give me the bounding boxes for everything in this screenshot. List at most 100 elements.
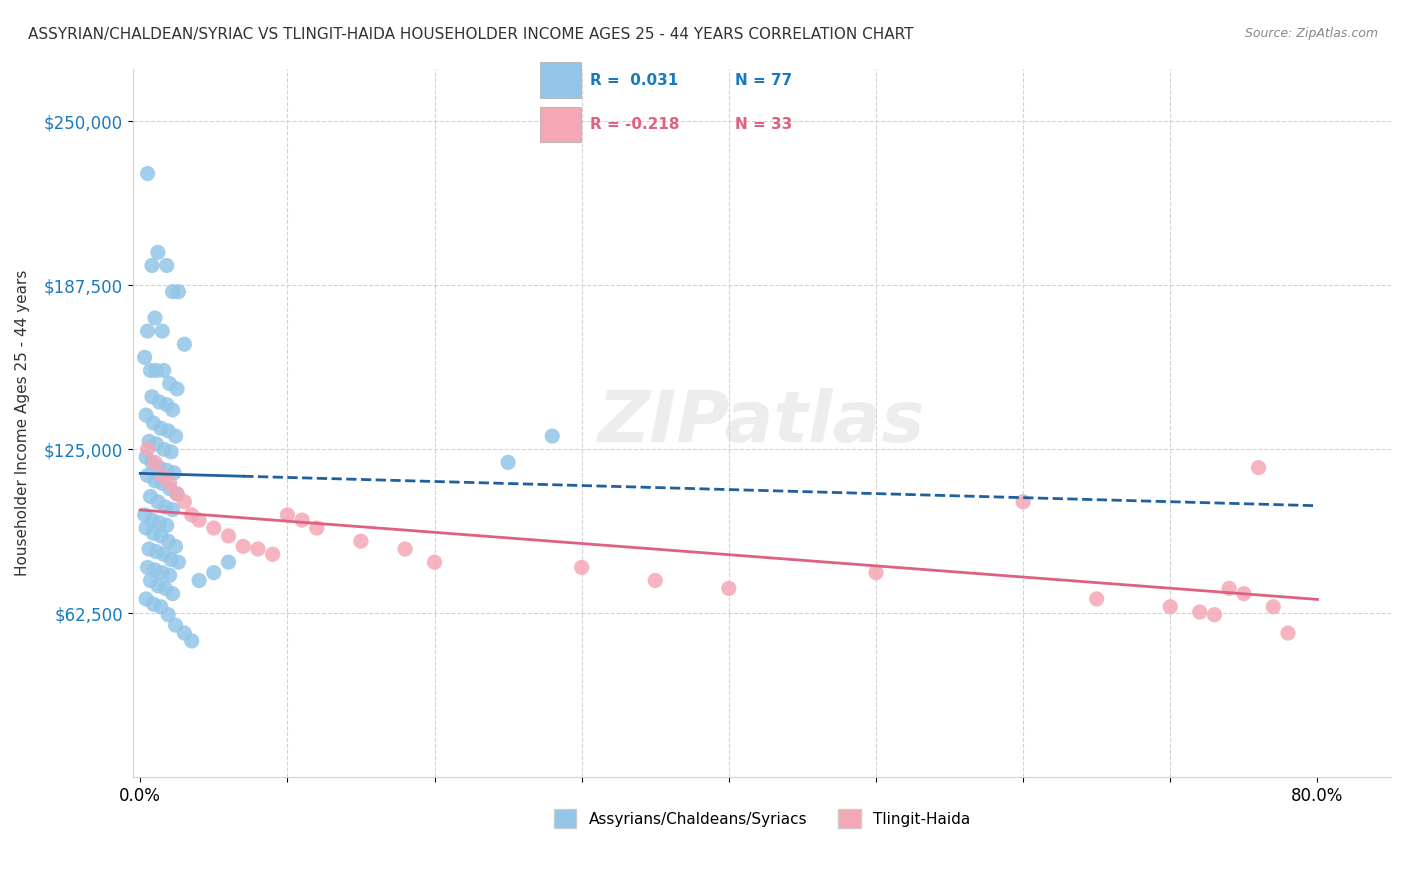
Point	[1159, 599, 1181, 614]
Point	[423, 555, 446, 569]
Point	[159, 476, 181, 491]
Point	[155, 582, 177, 596]
Point	[152, 363, 174, 377]
Point	[150, 468, 173, 483]
Y-axis label: Householder Income Ages 25 - 44 years: Householder Income Ages 25 - 44 years	[15, 269, 30, 576]
Text: Source: ZipAtlas.com: Source: ZipAtlas.com	[1244, 27, 1378, 40]
Point	[135, 591, 157, 606]
Point	[146, 245, 169, 260]
Point	[180, 508, 202, 522]
Point	[1247, 460, 1270, 475]
Point	[150, 566, 173, 580]
Point	[150, 476, 173, 491]
Point	[166, 487, 188, 501]
Point	[136, 442, 159, 457]
FancyBboxPatch shape	[540, 62, 581, 98]
Point	[149, 529, 172, 543]
Point	[135, 408, 157, 422]
Point	[1233, 587, 1256, 601]
Point	[262, 547, 284, 561]
Point	[571, 560, 593, 574]
Point	[173, 626, 195, 640]
Point	[139, 490, 162, 504]
Text: R = -0.218: R = -0.218	[591, 117, 679, 132]
Text: R =  0.031: R = 0.031	[591, 72, 678, 87]
Point	[143, 563, 166, 577]
Point	[134, 351, 156, 365]
Point	[1085, 591, 1108, 606]
Point	[165, 618, 187, 632]
Point	[173, 495, 195, 509]
Point	[136, 468, 159, 483]
Point	[157, 424, 180, 438]
Point	[165, 540, 187, 554]
Point	[143, 455, 166, 469]
Point	[139, 363, 162, 377]
Point	[143, 474, 166, 488]
Point	[644, 574, 666, 588]
Point	[150, 324, 173, 338]
Point	[136, 324, 159, 338]
Point	[159, 376, 181, 391]
Point	[167, 285, 190, 299]
Point	[145, 363, 167, 377]
Point	[162, 402, 184, 417]
Point	[160, 552, 183, 566]
Point	[1263, 599, 1285, 614]
Point	[141, 513, 163, 527]
Point	[152, 442, 174, 457]
Point	[162, 587, 184, 601]
Point	[159, 482, 181, 496]
Point	[136, 167, 159, 181]
Point	[1218, 582, 1240, 596]
Point	[202, 521, 225, 535]
Point	[218, 529, 240, 543]
Point	[180, 634, 202, 648]
Text: N = 33: N = 33	[735, 117, 793, 132]
Point	[134, 508, 156, 522]
Text: ZIPatlas: ZIPatlas	[598, 389, 925, 458]
Point	[135, 521, 157, 535]
Point	[146, 579, 169, 593]
Point	[717, 582, 740, 596]
Point	[152, 547, 174, 561]
Point	[148, 516, 170, 530]
Point	[1277, 626, 1299, 640]
Text: ASSYRIAN/CHALDEAN/SYRIAC VS TLINGIT-HAIDA HOUSEHOLDER INCOME AGES 25 - 44 YEARS : ASSYRIAN/CHALDEAN/SYRIAC VS TLINGIT-HAID…	[28, 27, 914, 42]
Point	[155, 500, 177, 514]
FancyBboxPatch shape	[540, 106, 581, 142]
Point	[141, 390, 163, 404]
Point	[165, 429, 187, 443]
Point	[148, 395, 170, 409]
Point	[1204, 607, 1226, 622]
Point	[136, 560, 159, 574]
Point	[305, 521, 328, 535]
Point	[138, 541, 160, 556]
Point	[350, 534, 373, 549]
Legend: Assyrians/Chaldeans/Syriacs, Tlingit-Haida: Assyrians/Chaldeans/Syriacs, Tlingit-Hai…	[547, 804, 976, 834]
Point	[162, 285, 184, 299]
Point	[156, 463, 179, 477]
Point	[162, 502, 184, 516]
Text: N = 77: N = 77	[735, 72, 793, 87]
Point	[156, 398, 179, 412]
Point	[156, 518, 179, 533]
Point	[139, 574, 162, 588]
Point	[135, 450, 157, 464]
Point	[167, 555, 190, 569]
Point	[156, 259, 179, 273]
Point	[865, 566, 887, 580]
Point	[166, 487, 188, 501]
Point	[157, 534, 180, 549]
Point	[202, 566, 225, 580]
Point	[1188, 605, 1211, 619]
Point	[291, 513, 314, 527]
Point	[188, 574, 211, 588]
Point	[141, 259, 163, 273]
Point	[138, 434, 160, 449]
Point	[148, 460, 170, 475]
Point	[142, 416, 165, 430]
Point	[246, 541, 269, 556]
Point	[1012, 495, 1035, 509]
Point	[159, 568, 181, 582]
